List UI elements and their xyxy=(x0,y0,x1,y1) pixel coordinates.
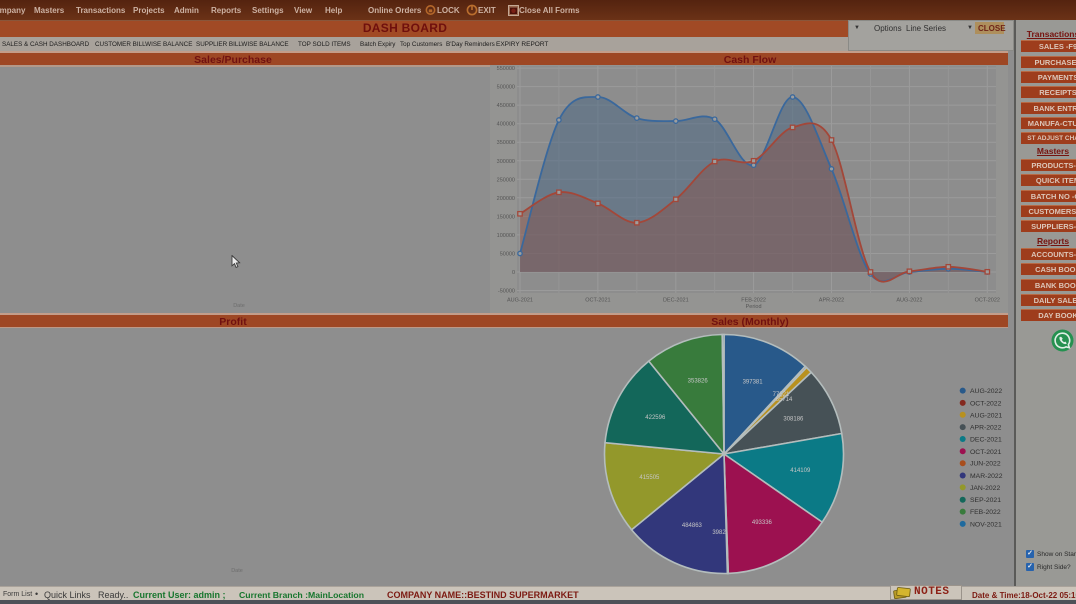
svg-text:OCT-2021: OCT-2021 xyxy=(585,298,610,304)
svg-text:400000: 400000 xyxy=(497,122,515,128)
svg-text:250000: 250000 xyxy=(497,177,515,183)
svg-text:SEP-2021: SEP-2021 xyxy=(970,497,1001,504)
svg-text:NOV-2021: NOV-2021 xyxy=(970,521,1002,528)
svg-text:550000: 550000 xyxy=(497,66,515,72)
svg-text:77521: 77521 xyxy=(773,392,790,398)
svg-text:FEB-2022: FEB-2022 xyxy=(970,509,1001,516)
svg-text:OCT-2022: OCT-2022 xyxy=(970,400,1002,407)
svg-text:65714: 65714 xyxy=(776,397,793,403)
svg-text:414109: 414109 xyxy=(790,468,811,474)
svg-text:OCT-2022: OCT-2022 xyxy=(975,298,1000,304)
svg-text:OCT-2021: OCT-2021 xyxy=(970,449,1002,456)
svg-text:APR-2022: APR-2022 xyxy=(819,298,844,304)
svg-text:0: 0 xyxy=(512,270,515,276)
svg-text:493336: 493336 xyxy=(752,520,773,526)
svg-text:500000: 500000 xyxy=(497,85,515,91)
svg-text:422596: 422596 xyxy=(645,415,666,421)
svg-text:Period: Period xyxy=(746,304,762,310)
svg-text:450000: 450000 xyxy=(497,103,515,109)
svg-text:AUG-2022: AUG-2022 xyxy=(896,298,922,304)
svg-text:397381: 397381 xyxy=(743,379,764,385)
svg-text:JAN-2022: JAN-2022 xyxy=(970,485,1000,492)
svg-text:300000: 300000 xyxy=(497,159,515,165)
svg-text:100000: 100000 xyxy=(497,233,515,239)
svg-text:AUG-2021: AUG-2021 xyxy=(970,412,1002,419)
svg-text:AUG-2021: AUG-2021 xyxy=(507,298,533,304)
svg-text:-50000: -50000 xyxy=(498,289,515,295)
svg-text:JUN-2022: JUN-2022 xyxy=(970,461,1001,468)
svg-text:150000: 150000 xyxy=(497,214,515,220)
svg-text:FEB-2022: FEB-2022 xyxy=(741,298,766,304)
svg-text:DEC-2021: DEC-2021 xyxy=(663,298,689,304)
svg-text:50000: 50000 xyxy=(500,252,515,258)
svg-text:350000: 350000 xyxy=(497,140,515,146)
svg-text:DEC-2021: DEC-2021 xyxy=(970,437,1002,444)
svg-text:AUG-2022: AUG-2022 xyxy=(970,388,1002,395)
svg-text:415505: 415505 xyxy=(639,475,660,481)
svg-text:APR-2022: APR-2022 xyxy=(970,425,1002,432)
svg-text:353826: 353826 xyxy=(688,379,709,385)
svg-text:484863: 484863 xyxy=(682,523,703,529)
svg-text:3982: 3982 xyxy=(712,530,726,536)
svg-text:200000: 200000 xyxy=(497,196,515,202)
svg-text:308186: 308186 xyxy=(783,416,804,422)
svg-text:MAR-2022: MAR-2022 xyxy=(970,473,1003,480)
